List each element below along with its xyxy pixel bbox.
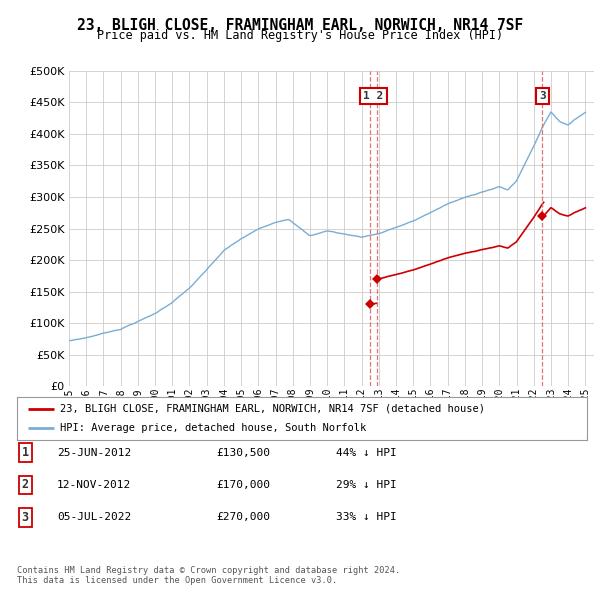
Text: 3: 3	[539, 91, 546, 101]
Text: 2: 2	[22, 478, 29, 491]
Text: 3: 3	[22, 511, 29, 524]
Text: 23, BLIGH CLOSE, FRAMINGHAM EARL, NORWICH, NR14 7SF (detached house): 23, BLIGH CLOSE, FRAMINGHAM EARL, NORWIC…	[59, 404, 485, 414]
Text: 25-JUN-2012: 25-JUN-2012	[57, 448, 131, 457]
Text: 29% ↓ HPI: 29% ↓ HPI	[336, 480, 397, 490]
Text: £130,500: £130,500	[216, 448, 270, 457]
Text: 05-JUL-2022: 05-JUL-2022	[57, 513, 131, 522]
Text: 12-NOV-2012: 12-NOV-2012	[57, 480, 131, 490]
Text: £270,000: £270,000	[216, 513, 270, 522]
Text: 1 2: 1 2	[363, 91, 383, 101]
Text: Price paid vs. HM Land Registry's House Price Index (HPI): Price paid vs. HM Land Registry's House …	[97, 29, 503, 42]
Text: 1: 1	[22, 446, 29, 459]
Text: 33% ↓ HPI: 33% ↓ HPI	[336, 513, 397, 522]
Text: £170,000: £170,000	[216, 480, 270, 490]
Text: 44% ↓ HPI: 44% ↓ HPI	[336, 448, 397, 457]
Text: 23, BLIGH CLOSE, FRAMINGHAM EARL, NORWICH, NR14 7SF: 23, BLIGH CLOSE, FRAMINGHAM EARL, NORWIC…	[77, 18, 523, 32]
Text: HPI: Average price, detached house, South Norfolk: HPI: Average price, detached house, Sout…	[59, 423, 366, 433]
Text: Contains HM Land Registry data © Crown copyright and database right 2024.
This d: Contains HM Land Registry data © Crown c…	[17, 566, 400, 585]
